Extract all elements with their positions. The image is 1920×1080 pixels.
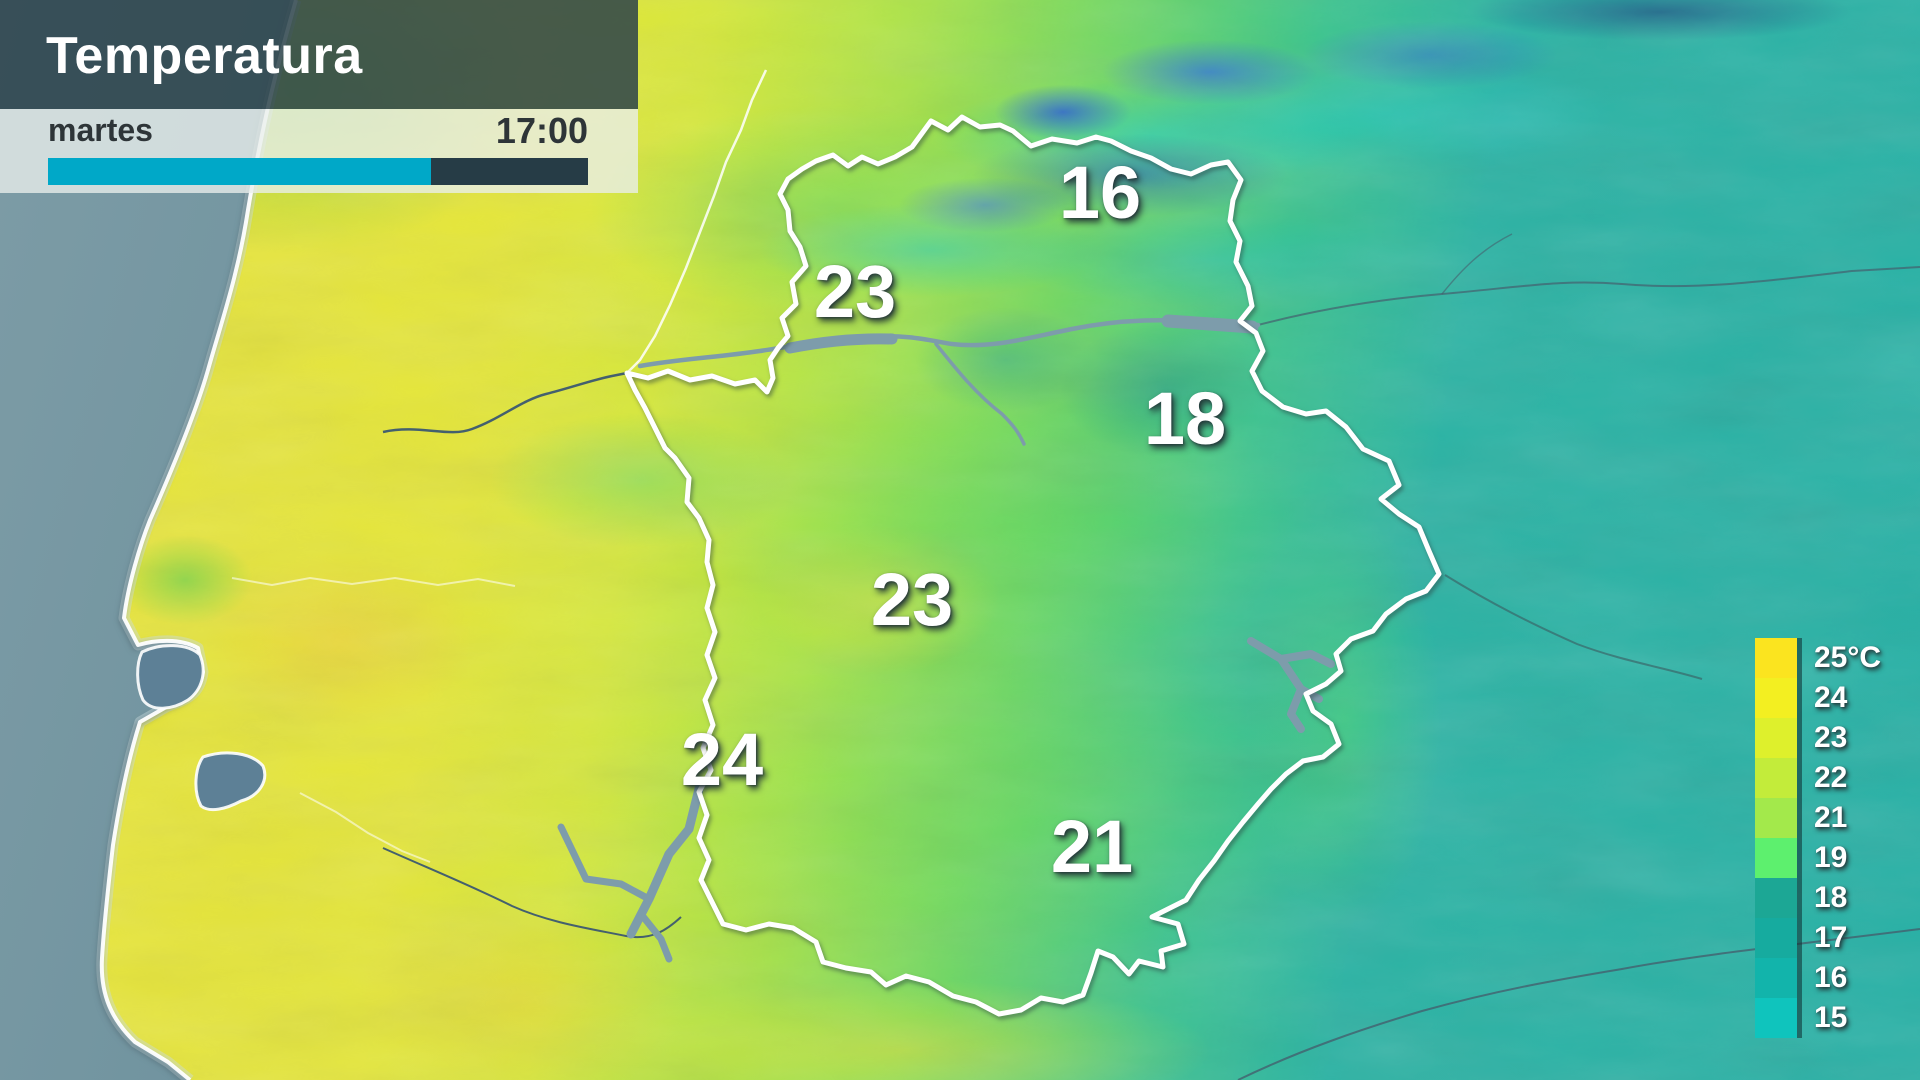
estuary-north <box>136 644 205 710</box>
legend-row: 23 <box>1755 718 1881 758</box>
legend-row: 24 <box>1755 678 1881 718</box>
legend-row: 17 <box>1755 918 1881 958</box>
page-title: Temperatura <box>46 27 363 85</box>
legend-swatch <box>1755 798 1797 838</box>
river-tagus-branch <box>934 342 1026 446</box>
river-northeast <box>1444 574 1703 680</box>
legend-row: 16 <box>1755 958 1881 998</box>
river-east <box>1257 266 1920 326</box>
temp-label: 23 <box>813 250 897 333</box>
legend-row: 15 <box>1755 998 1881 1038</box>
admin-border-2 <box>299 792 431 863</box>
header-panel: Temperatura <box>0 0 638 109</box>
legend-swatch <box>1755 998 1797 1038</box>
temp-label: 21 <box>1050 805 1134 888</box>
legend-swatch <box>1755 878 1797 918</box>
legend-label: 15 <box>1814 1001 1848 1034</box>
reservoir-alcantara <box>784 333 898 354</box>
legend-swatch <box>1755 638 1797 678</box>
legend-swatch <box>1755 958 1797 998</box>
legend-row: 19 <box>1755 838 1881 878</box>
day-label: martes <box>48 112 153 148</box>
header-subbar: martes 17:00 <box>0 109 638 193</box>
legend-label: 24 <box>1814 681 1848 714</box>
temperature-legend: 25°C 24 23 22 21 19 18 17 <box>1755 638 1881 1038</box>
legend-swatch <box>1755 718 1797 758</box>
legend-label: 18 <box>1814 881 1848 914</box>
reservoir-valdecanas <box>1161 314 1259 334</box>
temp-label: 16 <box>1058 151 1142 234</box>
legend-row: 22 <box>1755 758 1881 798</box>
legend-label: 19 <box>1814 841 1848 874</box>
ocean <box>0 0 296 1080</box>
reservoir-southwest <box>557 776 706 963</box>
region-border <box>624 114 1442 1017</box>
legend-swatch <box>1755 758 1797 798</box>
day-progress-fill <box>48 158 432 185</box>
day-progress-bar <box>48 158 588 185</box>
country-border-north <box>626 69 768 374</box>
legend-label: 17 <box>1814 921 1848 954</box>
temp-label: 24 <box>680 718 764 801</box>
river-tagus <box>637 318 1261 369</box>
legend-row: 18 <box>1755 878 1881 918</box>
temp-label: 23 <box>870 558 954 641</box>
legend-swatch <box>1755 838 1797 878</box>
legend-row: 21 <box>1755 798 1881 838</box>
time-label: 17:00 <box>495 110 588 151</box>
admin-border-1 <box>231 576 516 587</box>
river-west <box>382 371 628 434</box>
river-east-fork <box>1441 233 1513 295</box>
legend-label: 16 <box>1814 961 1848 994</box>
legend-row: 25°C <box>1755 638 1881 678</box>
coastline <box>99 0 298 1080</box>
legend-label: 23 <box>1814 721 1848 754</box>
legend-label: 21 <box>1814 801 1848 834</box>
legend-label: 25°C <box>1814 641 1882 674</box>
legend-swatch <box>1755 918 1797 958</box>
legend-label: 22 <box>1814 761 1848 794</box>
legend-swatch <box>1755 678 1797 718</box>
estuary-south <box>194 751 267 812</box>
legend-bar-edge <box>1797 638 1802 1038</box>
temp-label: 18 <box>1143 377 1227 460</box>
